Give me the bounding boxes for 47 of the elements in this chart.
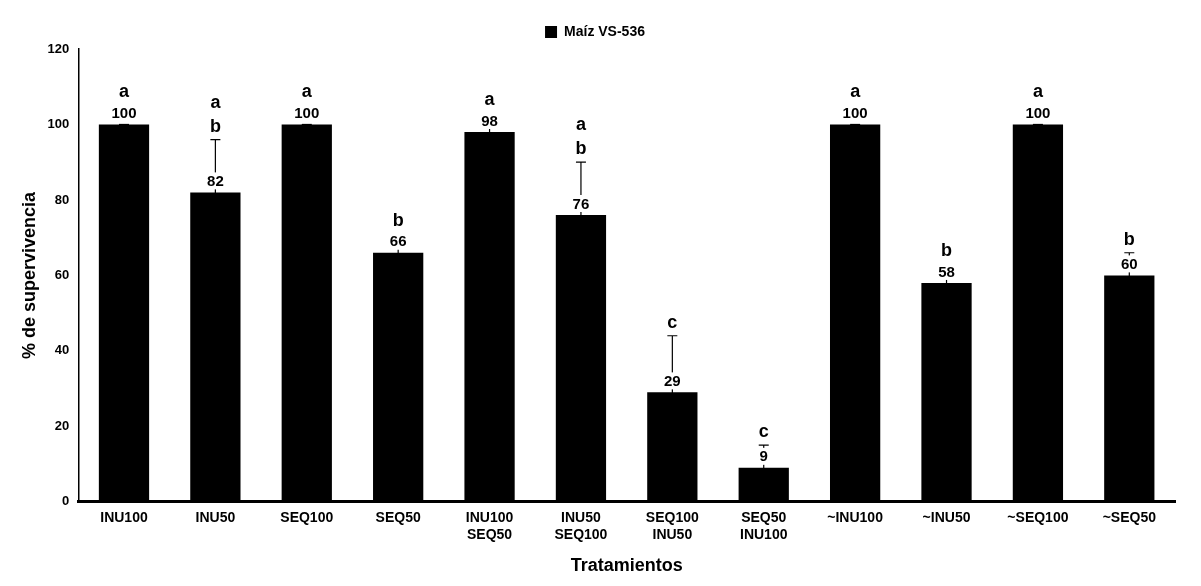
x-tick-label: INU50 SEQ100 [554,509,608,542]
data-label: 60 [1120,255,1138,273]
data-label: 29 [664,372,681,390]
x-tick-label: ~INU100 [827,509,884,526]
annotation: a [850,81,862,102]
x-tick-label: ~INU50 [922,509,971,526]
x-tick-label: ~SEQ50 [1102,509,1157,526]
data-label: 9 [759,447,768,465]
legend-label: Maíz VS-536 [564,22,646,39]
x-tick-label: SEQ50 INU100 [740,509,788,542]
data-label: 82 [207,172,224,190]
annotation: b [575,138,587,159]
y-tick-label: 60 [54,266,70,282]
y-tick-label: 0 [62,493,70,509]
annotation: a [118,81,130,102]
data-label: 66 [389,232,407,250]
annotation: a [575,114,587,135]
annotation: c [758,421,769,442]
x-tick-label: SEQ100 INU50 [645,509,700,542]
annotation: a [1032,81,1044,102]
x-tick-label: INU100 [100,509,148,526]
x-tick-label: SEQ100 [280,509,334,526]
annotation: b [392,209,404,230]
x-tick-label: SEQ50 [375,509,421,526]
data-label: 100 [1025,104,1051,122]
y-tick-label: 20 [54,417,70,433]
y-tick-label: 120 [47,40,70,56]
data-label: 100 [842,104,868,122]
y-tick-label: 40 [54,342,70,358]
data-label: 98 [481,111,498,129]
y-tick-label: 100 [47,116,70,132]
x-tick-label: INU50 [195,509,236,526]
annotation: a [210,91,222,112]
data-label: 76 [572,194,590,212]
data-label: 100 [294,104,320,122]
x-tick-label: INU100 SEQ50 [465,509,514,542]
x-axis-title: Tratamientos [570,555,683,576]
annotation: c [667,311,678,332]
data-label: 100 [111,104,137,122]
y-axis-title: % de supervivencia [18,190,39,359]
annotation: b [1123,228,1135,249]
annotation: a [301,81,313,102]
annotation: a [484,88,496,109]
annotation: b [941,239,953,260]
annotation: b [209,115,221,136]
y-tick-label: 80 [54,191,70,207]
x-tick-label: ~SEQ100 [1007,509,1069,526]
